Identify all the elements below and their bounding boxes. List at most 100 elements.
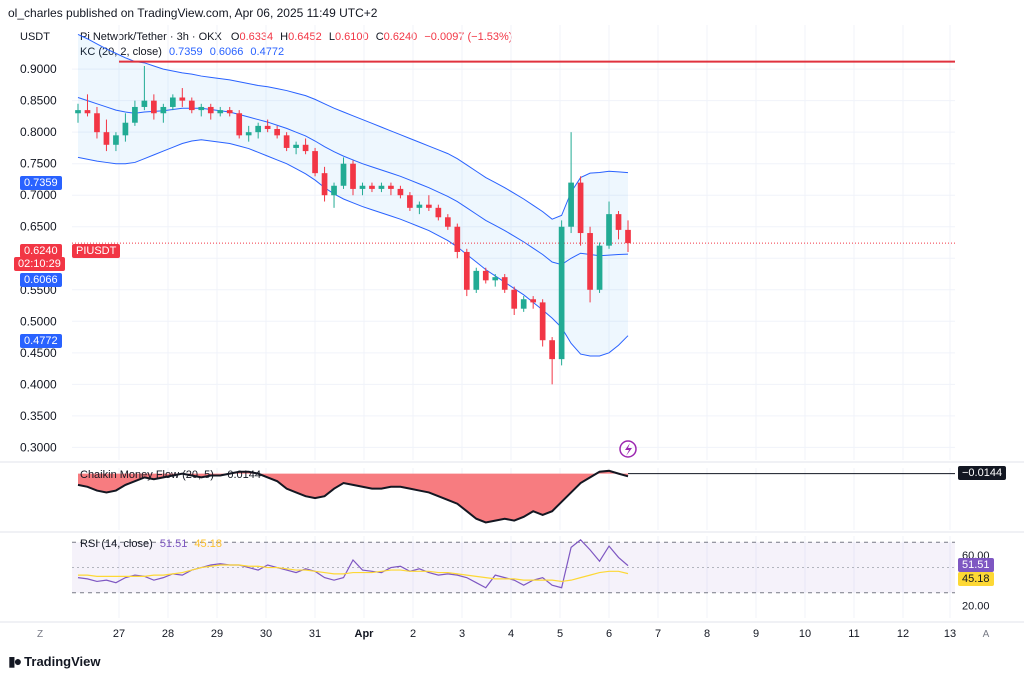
candle-body — [245, 132, 252, 136]
candle-body — [302, 144, 309, 152]
candle-body — [444, 217, 451, 227]
kc-upper-value: 0.7359 — [168, 46, 203, 58]
kc-legend[interactable]: KC (20, 2, close) 0.7359 0.6066 0.4772 — [80, 46, 284, 58]
symbol-title[interactable]: Pi Network/Tether · 3h · OKX — [80, 31, 222, 43]
tradingview-logo[interactable]: ▮● TradingView — [8, 653, 101, 670]
legend-high-label: H — [280, 31, 289, 43]
rsi-tag: 51.51 — [958, 558, 994, 572]
published-line: ol_charles published on TradingView.com,… — [8, 6, 378, 20]
y-tick-label: 0.8000 — [20, 125, 57, 139]
candle-body — [151, 100, 157, 114]
y-tick-label: 0.3500 — [20, 409, 57, 423]
rsi-tick-label: 20.00 — [962, 600, 990, 612]
candle-body — [416, 204, 423, 208]
legend-open: 0.6334 — [239, 31, 274, 43]
candle-body — [84, 110, 91, 114]
candle-body — [596, 245, 603, 290]
x-tick-label: 29 — [211, 628, 223, 640]
x-tick-label: 7 — [655, 628, 661, 640]
kc-lower-tag: 0.4772 — [20, 334, 62, 348]
y-tick-label: 0.4000 — [20, 377, 57, 391]
legend-open-label: O — [230, 31, 240, 43]
x-tick-label: 27 — [113, 628, 125, 640]
symbol-tag: PIUSDT — [72, 244, 121, 258]
candle-body — [274, 129, 280, 136]
candle-body — [94, 113, 100, 133]
kc-band-fill — [78, 34, 628, 356]
x-tick-label: 11 — [848, 628, 859, 640]
kc-mid-line — [77, 97, 629, 266]
candle-body — [606, 214, 612, 246]
y-tick-label: 0.3000 — [20, 440, 57, 454]
candle-body — [492, 277, 499, 281]
rsi-legend[interactable]: RSI (14, close) 51.51 45.18 — [80, 538, 222, 550]
y-tick-label: 0.6500 — [20, 220, 57, 234]
candle-body — [188, 100, 195, 111]
candle-body — [331, 185, 337, 196]
countdown-tag: 02:10:29 — [14, 257, 65, 271]
legend-close: 0.6240 — [383, 31, 418, 43]
candle-body — [378, 185, 385, 189]
candle-body — [321, 173, 328, 196]
candle-body — [75, 110, 81, 114]
candle-body — [473, 270, 480, 290]
rsi-value: 51.51 — [159, 538, 188, 550]
candle-body — [388, 185, 394, 189]
cmf-line — [77, 469, 629, 524]
candle-body — [435, 207, 442, 218]
kc-lower-value: 0.4772 — [250, 46, 285, 58]
candle-body — [359, 185, 366, 189]
candle-body — [217, 110, 224, 114]
candle-body — [615, 214, 622, 230]
candle-body — [625, 229, 631, 244]
candle-body — [283, 135, 290, 148]
kc-mid-value: 0.6066 — [209, 46, 244, 58]
candle-body — [160, 106, 167, 114]
candle-body — [103, 132, 110, 145]
symbol-legend: Pi Network/Tether · 3h · OKX O0.6334 H0.… — [80, 31, 512, 43]
x-tick-label: 12 — [897, 628, 909, 640]
candle-body — [293, 144, 299, 148]
tradingview-logo-icon: ▮● — [8, 653, 22, 669]
kc-label: KC (20, 2, close) — [80, 46, 162, 58]
rsi-ma-tag: 45.18 — [958, 572, 994, 586]
x-tick-label: 4 — [508, 628, 514, 640]
cmf-area — [78, 470, 628, 523]
candle-body — [132, 106, 138, 123]
legend-low: 0.6100 — [334, 31, 369, 43]
x-tick-label: 5 — [557, 628, 563, 640]
candle-body — [113, 135, 119, 145]
candle-body — [539, 302, 546, 341]
candle-body — [340, 163, 347, 186]
x-tick-label: 8 — [704, 628, 710, 640]
cmf-legend[interactable]: Chaikin Money Flow (20, 5) −0.0144 — [80, 469, 261, 481]
candle-body — [511, 289, 518, 309]
candle-body — [169, 97, 176, 107]
candle-body — [577, 182, 584, 234]
candle-body — [236, 113, 243, 136]
kc-mid-tag: 0.6066 — [20, 273, 62, 287]
candle-body — [587, 233, 593, 290]
y-tick-label: 0.7000 — [20, 188, 57, 202]
rsi-label: RSI (14, close) — [80, 538, 153, 550]
x-tick-label: 2 — [410, 628, 416, 640]
x-tick-label: 3 — [459, 628, 465, 640]
currency-label[interactable]: USDT — [14, 28, 56, 46]
candle-body — [264, 125, 271, 130]
legend-high: 0.6452 — [288, 31, 322, 43]
candle-body — [530, 299, 537, 303]
candle-body — [520, 299, 527, 309]
kc-lower-line — [77, 139, 629, 357]
cmf-tag: −0.0144 — [958, 466, 1007, 480]
candle-body — [179, 97, 186, 101]
candle-body — [198, 106, 205, 111]
candle-body — [141, 100, 148, 107]
candle-body — [407, 195, 413, 208]
candle-body — [226, 110, 233, 114]
candle-body — [397, 188, 404, 196]
candle-body — [558, 226, 565, 360]
x-tick-label: 28 — [162, 628, 174, 640]
candle-body — [426, 204, 432, 208]
brand-name: TradingView — [24, 654, 101, 669]
